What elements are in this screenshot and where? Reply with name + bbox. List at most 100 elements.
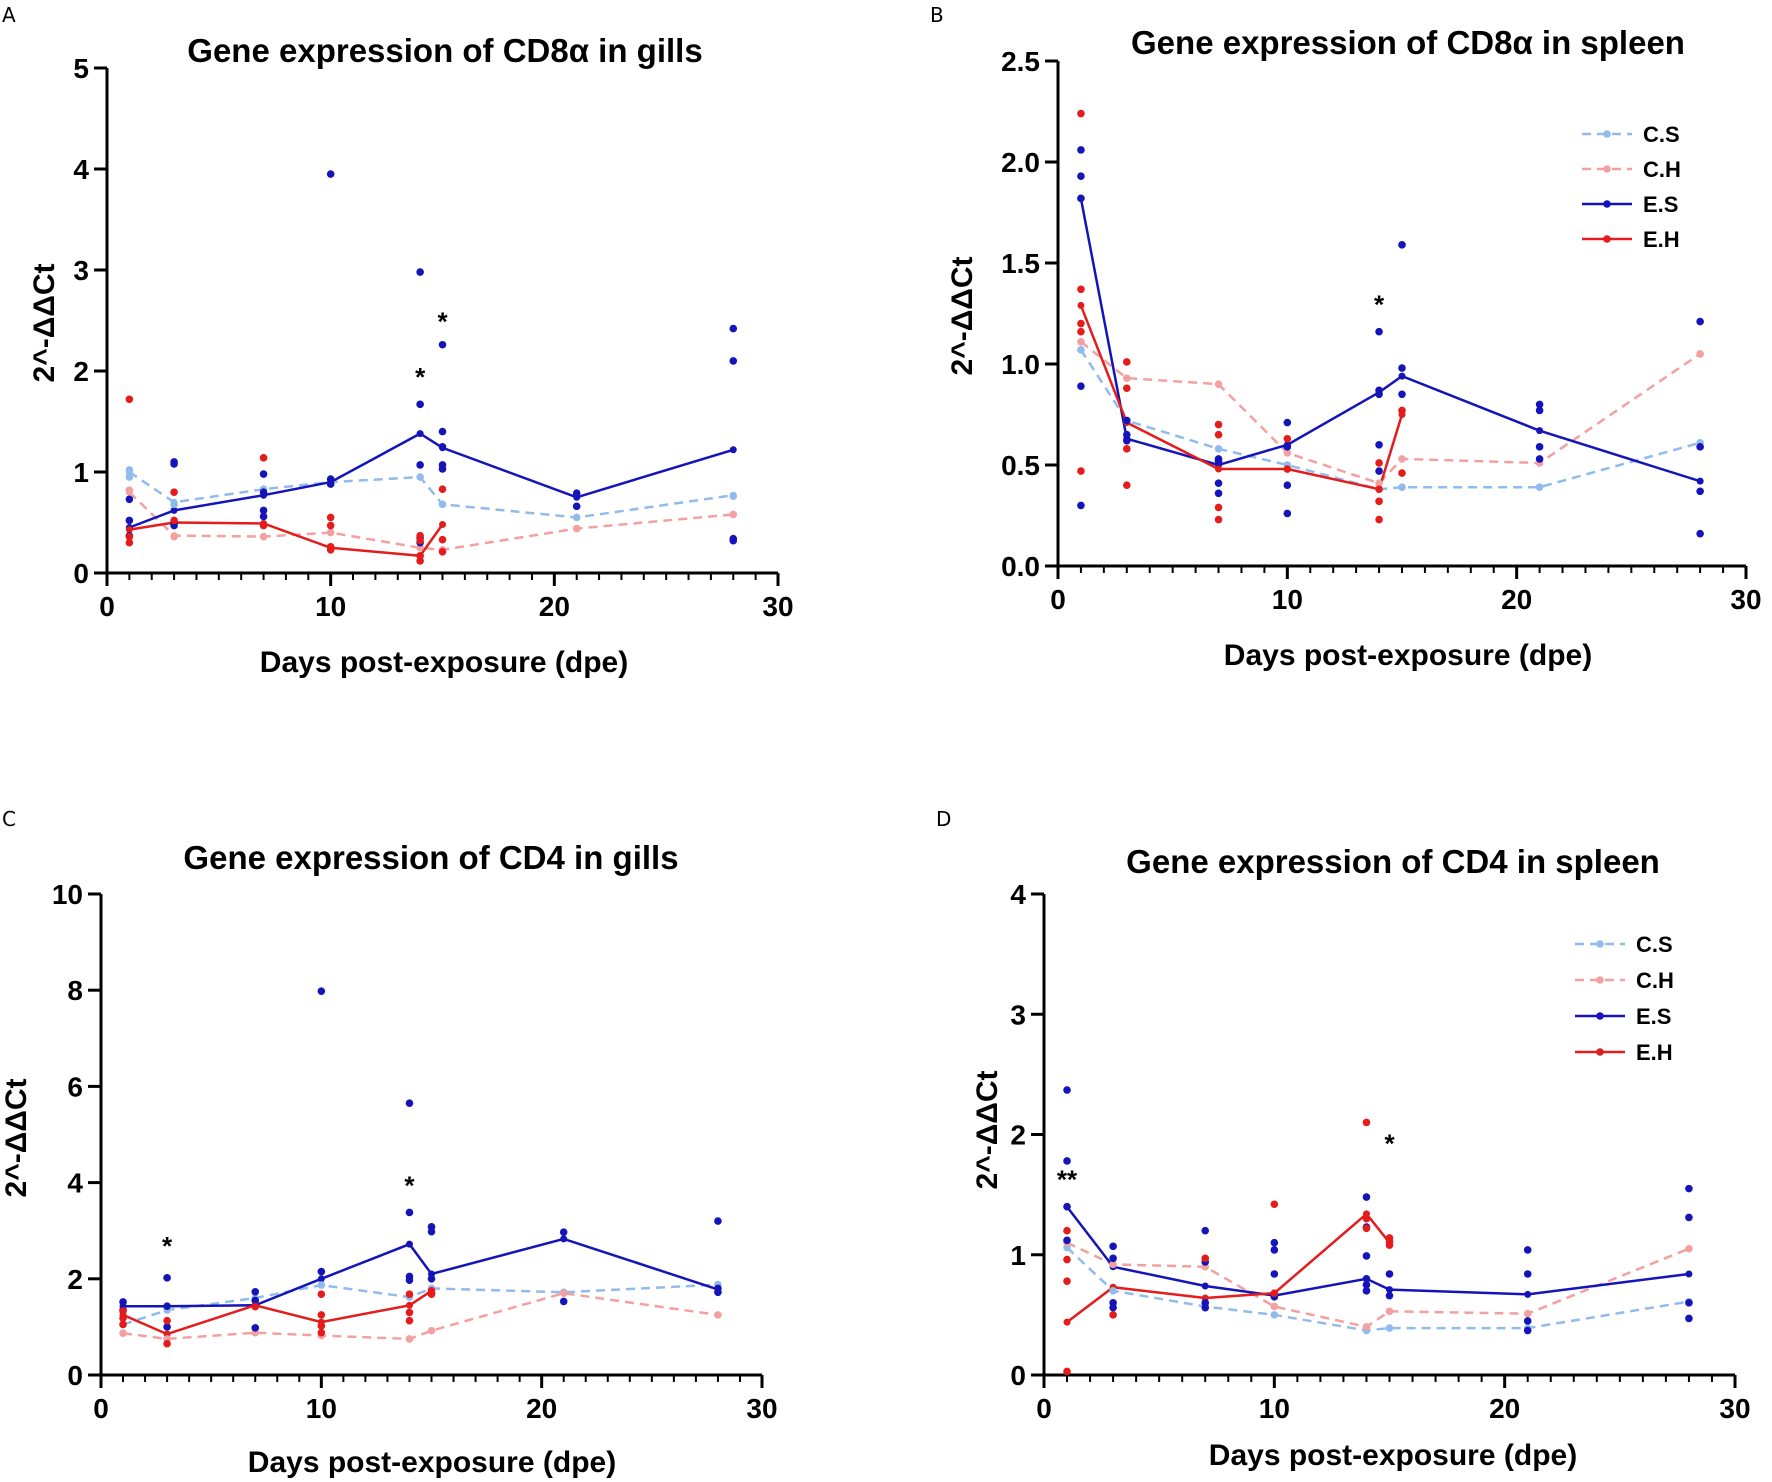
data-point-ch-b: [1077, 337, 1085, 346]
legend-marker-ch-d: [1596, 976, 1604, 984]
y-tick-label-a: 2: [73, 356, 89, 387]
x-tick-label-c: 0: [93, 1393, 109, 1424]
x-tick-label-d: 0: [1036, 1393, 1052, 1424]
data-point-es-b: [1398, 364, 1406, 372]
mean-point-es-c: [317, 1275, 325, 1283]
y-tick-label-d: 2: [1010, 1120, 1026, 1151]
data-point-es-a: [259, 488, 268, 497]
data-point-es-c: [714, 1288, 722, 1297]
data-point-es-d: [1385, 1291, 1394, 1300]
significance-marker-d: *: [1384, 1129, 1395, 1159]
data-point-eh-a: [125, 395, 134, 404]
data-point-es-d: [1362, 1281, 1371, 1289]
data-point-eh-c: [427, 1290, 436, 1298]
data-point-eh-b: [1214, 420, 1223, 429]
legend-label-es-b: E.S: [1643, 192, 1678, 217]
data-point-eh-a: [326, 521, 335, 530]
data-point-es-d: [1523, 1317, 1532, 1325]
x-axis-label-a: Days post-exposure (dpe): [260, 646, 628, 679]
mean-point-es-b: [1536, 427, 1544, 435]
data-point-ch-b: [1398, 455, 1406, 463]
data-point-eh-d: [1063, 1255, 1071, 1264]
panel-d: D Gene expression of CD4 in spleen 2^-ΔΔ…: [936, 807, 1660, 1472]
panel-letter-c: C: [2, 807, 16, 831]
mean-point-es-d: [1201, 1282, 1209, 1290]
data-point-es-a: [259, 506, 268, 515]
data-point-es-b: [1214, 489, 1223, 498]
data-point-eh-a: [326, 513, 335, 522]
data-point-es-d: [1385, 1270, 1394, 1278]
data-point-es-d: [1063, 1236, 1071, 1245]
y-tick-label-c: 6: [67, 1071, 83, 1102]
data-point-ch-a: [170, 532, 178, 541]
data-point-es-d: [1109, 1254, 1117, 1263]
data-point-cs-a: [416, 473, 424, 481]
y-tick-label-c: 0: [67, 1360, 83, 1391]
data-point-eh-b: [1375, 459, 1383, 467]
data-point-eh-b: [1123, 358, 1131, 366]
y-tick-label-d: 3: [1010, 999, 1026, 1030]
chart-title-a: Gene expression of CD8α in gills: [187, 32, 702, 69]
mean-point-es-c: [560, 1235, 568, 1243]
legend-label-eh-b: E.H: [1643, 227, 1680, 252]
data-point-es-a: [729, 536, 738, 545]
data-point-ch-c: [559, 1289, 568, 1298]
data-point-es-b: [1077, 501, 1085, 510]
mean-point-es-d: [1386, 1286, 1393, 1294]
data-point-es-c: [251, 1324, 260, 1332]
y-tick-label-b: 0.0: [1001, 551, 1040, 582]
series-line-ch-a: [128, 491, 734, 552]
data-point-ch-d: [1523, 1309, 1532, 1318]
data-point-ch-b: [1123, 374, 1131, 382]
data-point-es-a: [438, 340, 447, 349]
mean-point-es-b: [1398, 372, 1406, 380]
data-point-ch-a: [259, 532, 268, 541]
series-line-ch-c: [122, 1291, 719, 1341]
data-point-eh-b: [1077, 467, 1085, 475]
data-point-eh-b: [1214, 430, 1223, 439]
data-point-es-a: [170, 460, 178, 468]
mean-point-es-d: [1524, 1290, 1532, 1298]
legend-marker-cs-b: [1603, 130, 1611, 138]
data-point-eh-d: [1270, 1200, 1279, 1209]
data-point-es-d: [1362, 1287, 1371, 1295]
data-point-es-b: [1375, 390, 1383, 399]
data-point-eh-d: [1063, 1226, 1071, 1235]
data-point-es-c: [163, 1302, 171, 1311]
data-point-eh-b: [1123, 384, 1131, 393]
data-point-eh-d: [1362, 1224, 1371, 1233]
data-point-es-a: [438, 465, 447, 473]
legend-marker-es-b: [1603, 200, 1611, 208]
legend-label-es-d: E.S: [1636, 1004, 1671, 1029]
data-point-es-a: [326, 170, 335, 178]
mean-point-es-b: [1696, 477, 1704, 485]
mean-point-es-c: [405, 1240, 413, 1248]
x-tick-label-d: 20: [1489, 1393, 1520, 1424]
chart-title-b: Gene expression of CD8α in spleen: [1131, 24, 1685, 61]
data-point-ch-c: [405, 1335, 414, 1343]
y-axis-label-d: 2^-ΔΔCt: [971, 1071, 1004, 1190]
y-tick-label-c: 4: [67, 1168, 83, 1199]
data-point-es-d: [1063, 1202, 1071, 1211]
panel-letter-a: A: [2, 3, 16, 27]
data-point-ch-d: [1362, 1323, 1371, 1331]
data-point-cs-a: [170, 500, 178, 509]
legend-marker-eh-d: [1596, 1048, 1604, 1056]
series-line-es-a: [128, 432, 734, 529]
y-axis-label-c: 2^-ΔΔCt: [0, 1079, 33, 1198]
data-point-eh-d: [1109, 1311, 1117, 1319]
panel-a: A Gene expression of CD8α in gills 2^-ΔΔ…: [2, 3, 703, 679]
data-point-cs-d: [1270, 1311, 1279, 1319]
data-point-es-b: [1077, 382, 1085, 391]
data-point-eh-a: [170, 488, 178, 497]
data-point-es-a: [438, 442, 447, 451]
x-tick-label-b: 10: [1272, 584, 1303, 615]
y-tick-label-c: 8: [67, 975, 83, 1006]
data-point-eh-b: [1123, 445, 1131, 453]
data-point-eh-c: [163, 1316, 171, 1325]
data-point-es-b: [1398, 241, 1406, 249]
data-point-es-d: [1685, 1314, 1693, 1323]
data-point-es-c: [251, 1296, 260, 1305]
significance-marker-a: *: [415, 362, 426, 392]
